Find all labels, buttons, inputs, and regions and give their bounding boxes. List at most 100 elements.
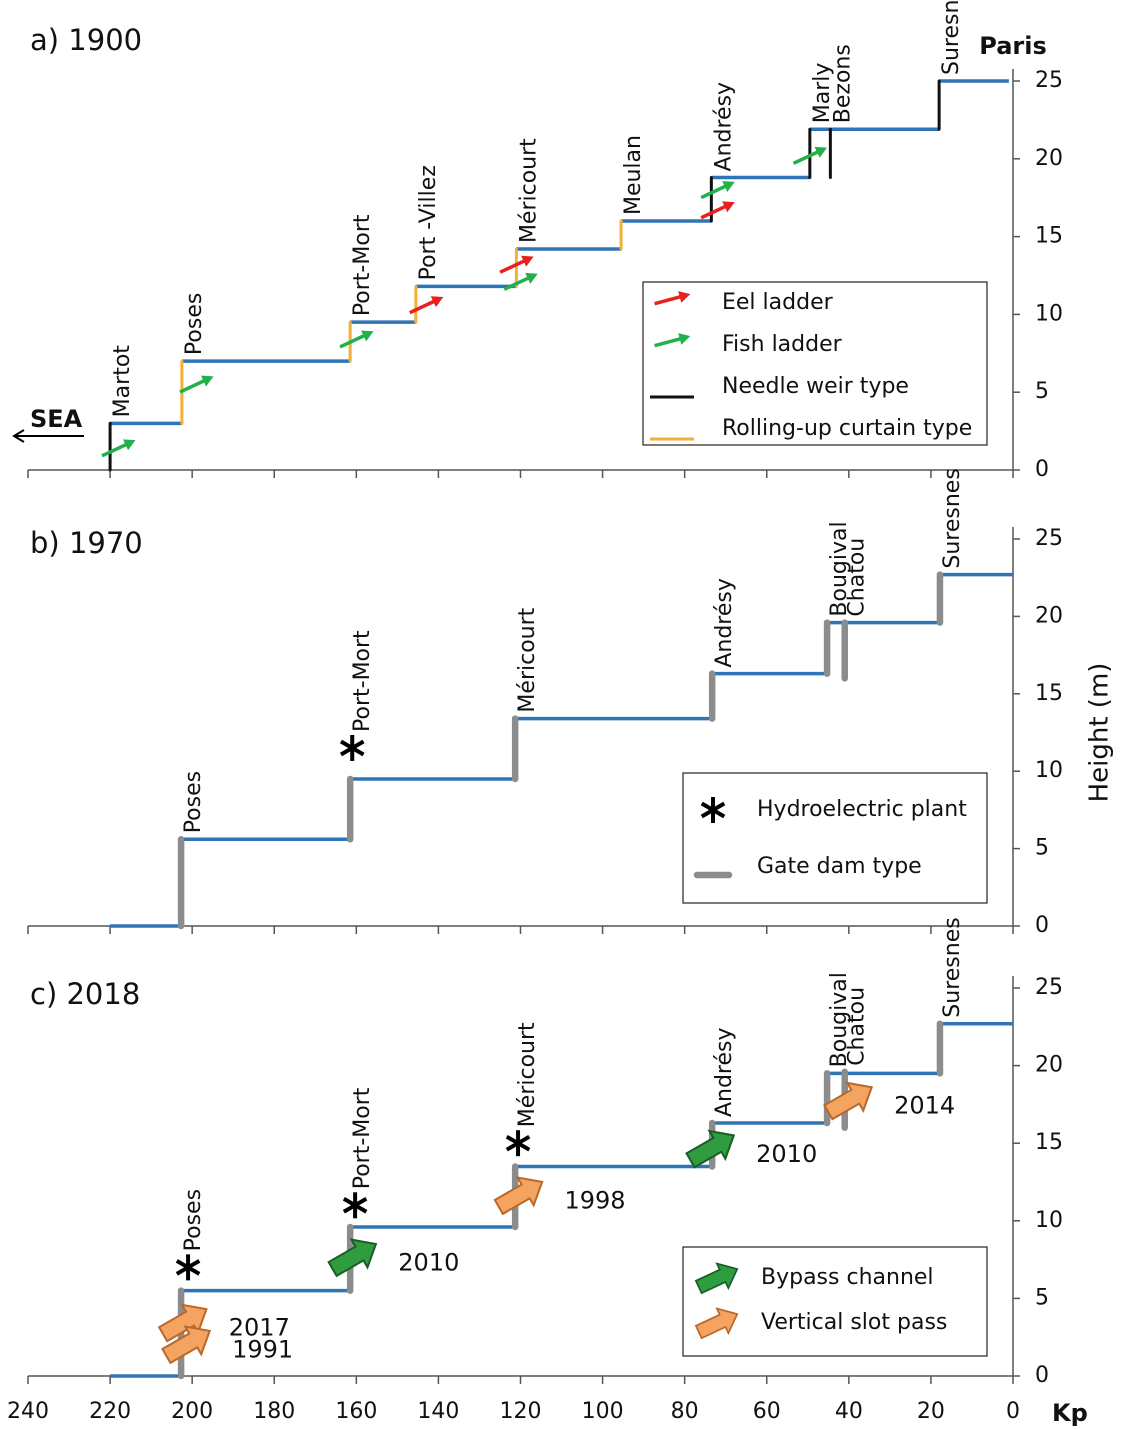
x-axis-label: Kp [1052, 1399, 1088, 1427]
dam-label: Bezons [830, 44, 855, 123]
paris-label: Paris [979, 32, 1047, 60]
arrow-body [161, 1325, 212, 1365]
asterisk-stroke [175, 1259, 201, 1276]
legend-swatch [694, 1307, 739, 1340]
pass-year: 2014 [894, 1092, 955, 1120]
x-tick-label: 220 [89, 1399, 131, 1424]
y-tick-label: 15 [1035, 1130, 1063, 1155]
legend-label: Fish ladder [722, 332, 843, 357]
arrow-shaft [503, 276, 530, 291]
y-tick-label: 20 [1035, 146, 1063, 171]
fish-pass [161, 1325, 212, 1365]
x-tick-label: 20 [917, 1399, 945, 1424]
dam-label: Bougival [827, 972, 852, 1067]
x-tick-label: 160 [335, 1399, 377, 1424]
arrow-head [123, 439, 136, 451]
x-tick-label: 100 [582, 1399, 624, 1424]
arrow-shaft [700, 184, 727, 200]
dam-label: Poses [181, 771, 206, 833]
dam-label: Poses [182, 293, 207, 355]
arrow-body [694, 1307, 739, 1340]
panel-title: c) 2018 [30, 977, 140, 1011]
arrow-head [361, 330, 374, 342]
arrow-head [678, 291, 691, 303]
arrow-head [814, 146, 828, 158]
sea-arrow-head [12, 429, 25, 443]
x-tick-label: 120 [500, 1399, 542, 1424]
ladder-arrow [101, 439, 136, 458]
x-tick-label: 40 [835, 1399, 863, 1424]
legend-box [682, 1246, 988, 1357]
legend-box [682, 772, 988, 904]
dam-label: Meulan [621, 135, 646, 215]
arrow-head [200, 375, 214, 387]
pass-year: 2010 [756, 1140, 817, 1168]
legend-label: Vertical slot pass [761, 1310, 947, 1335]
ladder-arrow [700, 181, 735, 200]
pass-year: 1991 [232, 1335, 293, 1363]
y-tick-label: 10 [1035, 758, 1063, 783]
legend-label: Needle weir type [722, 374, 909, 399]
dam-label: Méricourt [516, 138, 541, 243]
hydro-plant [339, 734, 365, 761]
y-tick-label: 0 [1035, 457, 1049, 482]
fish-pass [327, 1238, 378, 1278]
y-tick-label: 5 [1035, 379, 1049, 404]
pass-year: 2010 [398, 1248, 459, 1276]
dam-label: Port-Mort [350, 214, 375, 316]
dam-label: Chatou [845, 987, 870, 1066]
ladder-arrow [409, 296, 444, 315]
arrow-shaft [101, 442, 128, 458]
dam-label: Andrésy [711, 82, 736, 172]
y-tick-label: 10 [1035, 301, 1063, 326]
arrow-body [157, 1303, 208, 1343]
dam-label: Chatou [845, 538, 870, 617]
ladder-arrow [339, 330, 374, 349]
y-tick-label: 5 [1035, 836, 1049, 861]
legend-label: Eel ladder [722, 290, 834, 315]
y-tick-label: 10 [1035, 1208, 1063, 1233]
x-tick-label: 60 [753, 1399, 781, 1424]
legend-label: Rolling-up curtain type [722, 416, 972, 441]
legend-swatch [694, 1262, 739, 1295]
panel-title: b) 1970 [30, 526, 143, 560]
arrow-shaft [654, 294, 682, 306]
ladder-arrow [700, 201, 735, 220]
arrow-head [525, 272, 538, 284]
hydro-plant [505, 1130, 531, 1157]
legend-box [642, 281, 988, 446]
y-tick-label: 0 [1035, 913, 1049, 938]
panel-title: a) 1900 [30, 23, 142, 57]
arrow-shaft [409, 299, 436, 315]
x-tick-label: 200 [171, 1399, 213, 1424]
asterisk-stroke [339, 739, 365, 757]
x-tick-label: 180 [253, 1399, 295, 1424]
dam-label: Port-Mort [350, 1087, 375, 1189]
arrow-head [430, 296, 444, 308]
pass-year: 2017 [229, 1314, 290, 1342]
legend-label: Hydroelectric plant [757, 797, 967, 822]
dam-label: Méricourt [515, 607, 540, 712]
x-tick-label: 140 [417, 1399, 459, 1424]
arrow-shaft [499, 259, 526, 274]
y-tick-label: 0 [1035, 1363, 1049, 1388]
arrow-shaft [179, 379, 206, 394]
y-tick-label: 5 [1035, 1285, 1049, 1310]
dam-label: Méricourt [515, 1022, 540, 1127]
legend-swatch [654, 291, 691, 306]
arrow-body [685, 1129, 736, 1169]
pass-year: 1998 [565, 1186, 626, 1214]
arrow-shaft [654, 336, 682, 348]
asterisk-stroke [700, 801, 726, 819]
legend-label: Gate dam type [757, 854, 922, 879]
y-tick-label: 15 [1035, 224, 1063, 249]
arrow-head [678, 333, 691, 345]
dam-label: Andrésy [712, 1027, 737, 1117]
arrow-body [694, 1262, 739, 1295]
arrow-body [493, 1176, 544, 1216]
fish-pass [157, 1303, 208, 1343]
dam-label: Suresnes [939, 0, 964, 75]
ladder-arrow [179, 375, 214, 394]
dam-label: Marly [810, 63, 835, 124]
